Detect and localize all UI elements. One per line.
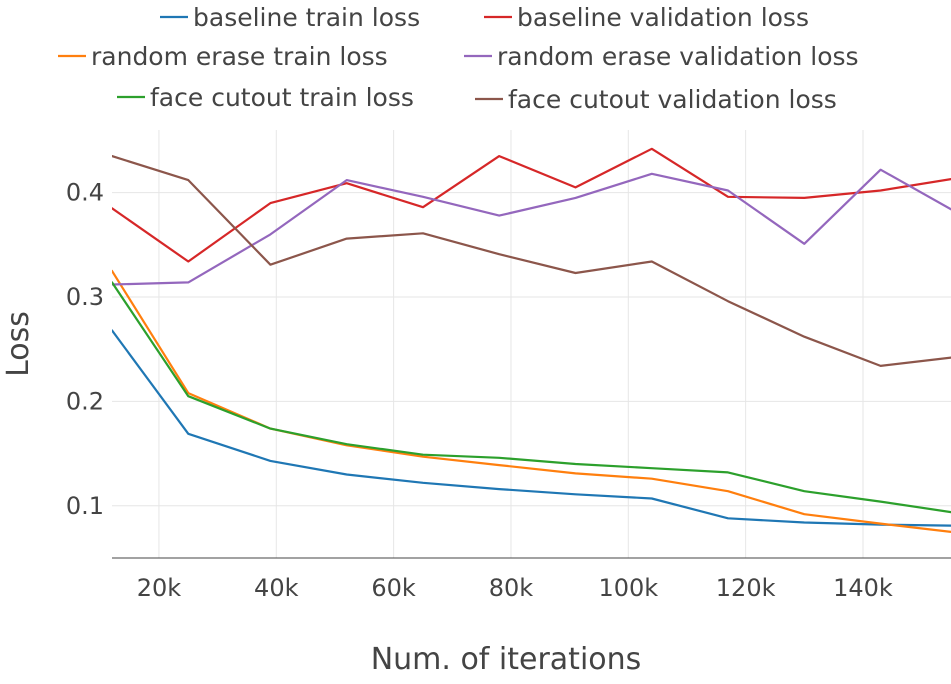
series-random-erase-validation-loss [112,168,951,286]
y-tick-label: 0.1 [66,492,104,520]
x-tick-label: 100k [598,574,658,602]
x-tick-label: 140k [833,574,893,602]
legend: baseline train loss baseline validation l… [58,3,859,114]
legend-label-baseline-train-loss: baseline train loss [193,3,420,32]
y-axis-ticks: 0.1 0.2 0.3 0.4 [66,179,104,520]
series-face-cutout-train-loss [112,281,951,514]
gridlines [112,130,951,558]
series-baseline-train-loss [112,329,951,527]
legend-label-random-erase-validation-loss: random erase validation loss [497,42,859,71]
x-axis-ticks: 20k 40k 60k 80k 100k 120k 140k [137,574,893,602]
y-tick-label: 0.2 [66,387,104,415]
y-tick-label: 0.3 [66,283,104,311]
x-tick-label: 20k [137,574,182,602]
legend-label-baseline-validation-loss: baseline validation loss [517,3,809,32]
series-face-cutout-validation-loss [112,155,951,367]
series-baseline-validation-loss [112,147,951,263]
y-axis-title: Loss [1,311,36,377]
legend-label-random-erase-train-loss: random erase train loss [91,42,388,71]
plot-area [112,147,951,533]
x-tick-label: 120k [716,574,776,602]
x-tick-label: 40k [254,574,299,602]
y-tick-label: 0.4 [66,179,104,207]
x-axis-title: Num. of iterations [371,642,642,677]
legend-label-face-cutout-validation-loss: face cutout validation loss [508,85,837,114]
x-tick-label: 60k [371,574,416,602]
x-tick-label: 80k [489,574,534,602]
legend-label-face-cutout-train-loss: face cutout train loss [150,83,414,112]
